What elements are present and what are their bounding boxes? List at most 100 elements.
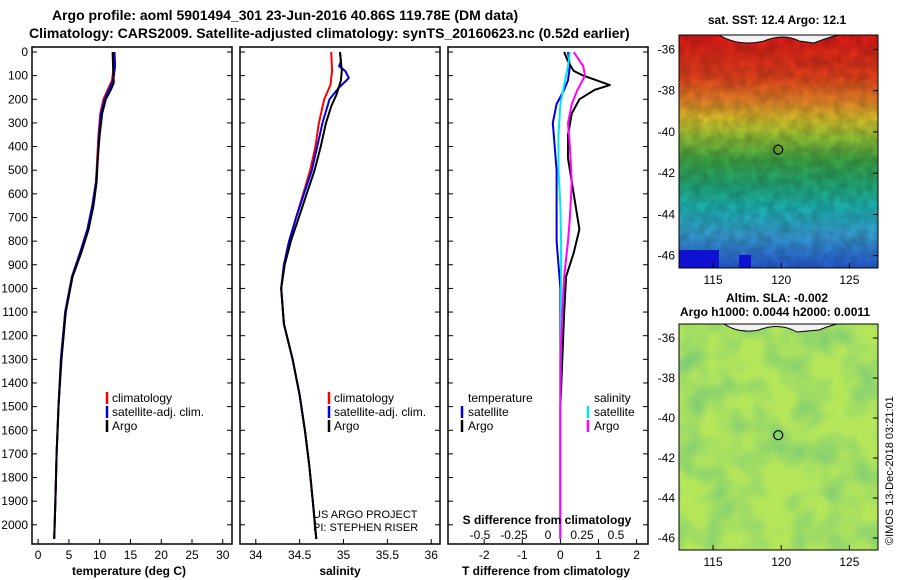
depth-tick-label: 900	[8, 258, 28, 272]
sla-land-edge	[723, 324, 838, 333]
salinity-panel: 34 34.5 35 35.5 36 salinity climatology sate…	[239, 46, 441, 578]
sla-texture	[679, 324, 878, 550]
sla-map-frame	[678, 323, 879, 551]
profile-line-climatology	[53, 51, 115, 540]
salinity-legend: climatology satellite-adj. clim. Argo	[327, 391, 426, 433]
legend-header-temperature: temperature	[468, 391, 533, 405]
figure-title-line1: Argo profile: aoml 5901494_301 23-Jun-20…	[52, 7, 518, 23]
depth-tick-label: 1500	[1, 400, 28, 414]
lat-tick-label: -36	[658, 42, 676, 56]
lon-tick-label: 125	[839, 555, 859, 569]
lon-tick-label: 120	[771, 555, 791, 569]
sla-map-image	[679, 324, 878, 550]
profile-line-temperature-argo	[559, 51, 611, 539]
sst-float-position-marker	[773, 144, 784, 155]
profile-line-salinity-argo	[559, 51, 587, 539]
depth-tick-label: 1300	[1, 352, 28, 366]
legend-label-climatology: climatology	[112, 391, 172, 405]
figure-title-line2: Climatology: CARS2009. Satellite-adjuste…	[29, 25, 630, 41]
sla-map-title-line1: Altim. SLA: -0.002	[726, 291, 828, 305]
profile-line-argo	[53, 51, 115, 540]
x-tick-label: -2	[479, 548, 490, 562]
x-tick-label: 0	[557, 548, 564, 562]
depth-tick-label: 2000	[1, 518, 28, 532]
sla-float-position-marker	[773, 430, 784, 441]
profile-line-satellite-adj-clim-	[280, 51, 350, 540]
lat-tick-label: -38	[658, 371, 676, 385]
difference-x-axis: -2 -1 0 1 2	[479, 539, 640, 562]
sla-map-panel: Altim. SLA: -0.002 Argo h1000: 0.0044 h2…	[658, 291, 879, 569]
sla-lon-axis: 115 120 125	[704, 545, 860, 569]
sla-lat-axis: -36 -38 -40 -42 -44 -46	[658, 331, 878, 545]
x-tick-label: 15	[124, 548, 138, 562]
x-tick-label: 1	[595, 548, 602, 562]
depth-tick-label: 700	[8, 210, 28, 224]
profile-line-satellite-adj-clim-	[53, 51, 117, 540]
legend-label-satellite: satellite-adj. clim.	[112, 405, 204, 419]
salinity-panel-frame	[239, 46, 441, 545]
legend-label-argo: Argo	[112, 419, 138, 433]
lon-tick-label: 115	[704, 555, 723, 569]
depth-tick-label: 500	[8, 163, 28, 177]
s-tick-label: 0.25	[570, 528, 594, 542]
x-tick-label: 0	[35, 548, 42, 562]
lat-tick-label: -40	[658, 411, 676, 425]
s-tick-label: 0	[545, 528, 552, 542]
legend-label-t-argo: Argo	[468, 419, 494, 433]
depth-tick-label: 200	[8, 92, 28, 106]
x-tick-label: 5	[66, 548, 73, 562]
sst-texture	[679, 35, 878, 268]
depth-tick-label: 100	[8, 69, 28, 83]
depth-tick-label: 1200	[1, 329, 28, 343]
depth-tick-label: 1900	[1, 494, 28, 508]
lat-tick-label: -36	[658, 331, 676, 345]
credit-line1: US ARGO PROJECT	[313, 509, 418, 521]
s-tick-label: -0.5	[470, 528, 491, 542]
sst-lat-axis: -36 -38 -40 -42 -44 -46	[658, 42, 878, 263]
lat-tick-label: -44	[658, 207, 676, 221]
sla-map-title-line2: Argo h1000: 0.0044 h2000: 0.0011	[680, 305, 870, 319]
temperature-legend: climatology satellite-adj. clim. Argo	[105, 391, 204, 433]
depth-tick-label: 1700	[1, 447, 28, 461]
profile-line-temperature-satellite	[551, 51, 571, 539]
lon-tick-label: 115	[704, 273, 723, 287]
depth-tick-label: 1100	[2, 305, 28, 319]
x-tick-label: 20	[155, 548, 169, 562]
legend-label-t-satellite: satellite	[468, 405, 509, 419]
imos-timestamp: ©IMOS 13-Dec-2018 03:21:01	[884, 396, 896, 545]
sst-map-image	[679, 35, 878, 268]
lat-tick-label: -42	[658, 451, 676, 465]
salinity-x-label: salinity	[319, 564, 361, 578]
x-tick-label: 25	[185, 548, 199, 562]
lat-tick-label: -44	[658, 491, 676, 505]
sst-map-title: sat. SST: 12.4 Argo: 12.1	[708, 13, 847, 27]
x-tick-label: -1	[517, 548, 528, 562]
salinity-difference-label: S difference from climatology	[463, 513, 632, 527]
lat-tick-label: -42	[658, 166, 676, 180]
lon-tick-label: 120	[771, 273, 791, 287]
depth-tick-label: 1000	[1, 281, 28, 295]
depth-tick-label: 1800	[1, 471, 28, 485]
depth-tick-label: 400	[8, 140, 28, 154]
profile-line-climatology	[280, 51, 334, 540]
salinity-x-axis: 34 34.5 35 35.5 36	[249, 539, 438, 562]
depth-tick-label: 300	[8, 116, 28, 130]
x-tick-label: 34.5	[288, 548, 312, 562]
salinity-profile-lines	[280, 51, 350, 540]
depth-tick-label: 600	[8, 187, 28, 201]
x-tick-label: 35	[337, 548, 351, 562]
depth-axis: 0 100 200 300 400 500 600 700 800 900 1000 1100 1200…	[1, 45, 232, 532]
temperature-panel-frame	[31, 46, 233, 545]
depth-tick-label: 800	[8, 234, 28, 248]
sst-map-panel: sat. SST: 12.4 Argo: 12.1	[658, 13, 879, 287]
s-tick-label: -0.25	[500, 528, 528, 542]
lat-tick-label: -40	[658, 125, 676, 139]
legend-label-satellite: satellite-adj. clim.	[334, 405, 426, 419]
x-tick-label: 10	[93, 548, 107, 562]
lat-tick-label: -46	[658, 531, 676, 545]
x-tick-label: 34	[249, 548, 263, 562]
x-tick-label: 35.5	[376, 548, 400, 562]
difference-depth-ticks	[448, 51, 648, 526]
legend-header-salinity: salinity	[594, 391, 631, 405]
